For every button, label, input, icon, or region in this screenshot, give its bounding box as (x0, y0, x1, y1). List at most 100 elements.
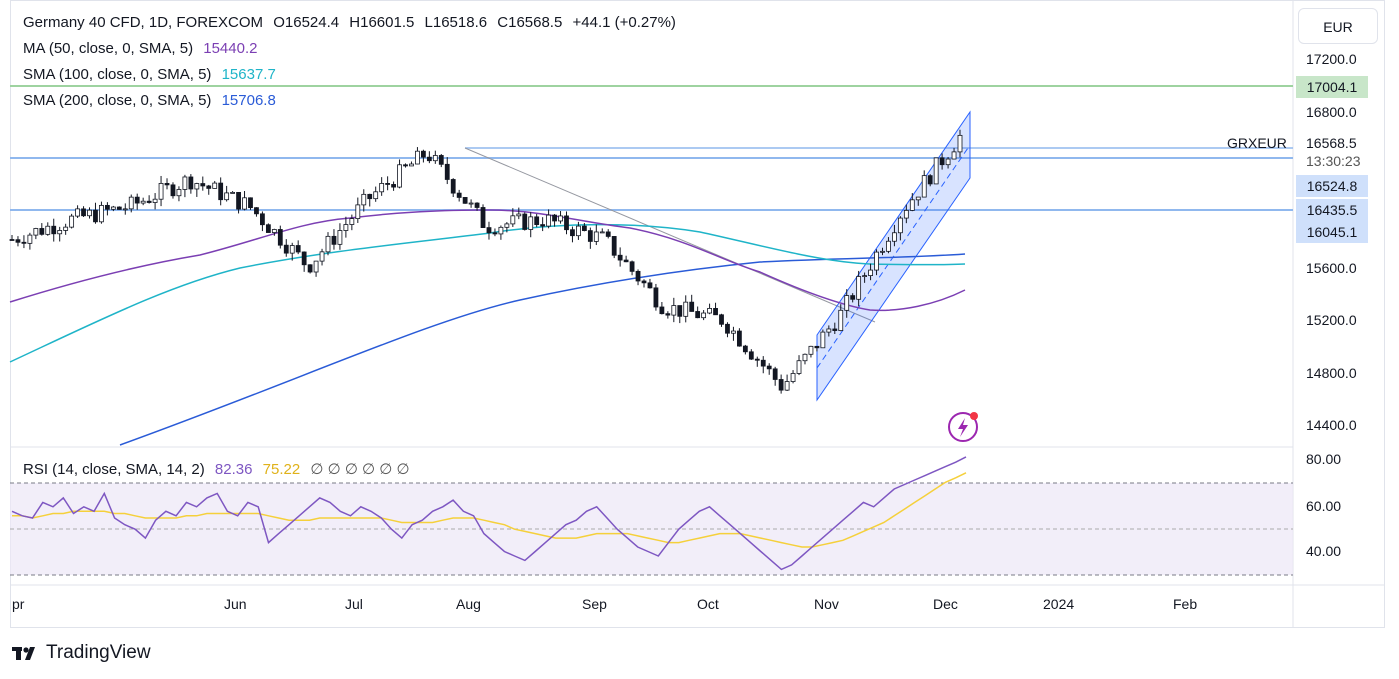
candle-body[interactable] (814, 345, 820, 349)
candle-body[interactable] (248, 197, 253, 209)
candle-body[interactable] (820, 331, 826, 349)
candle-body[interactable] (683, 301, 689, 317)
candle-body[interactable] (915, 196, 921, 201)
candle-body[interactable] (623, 259, 629, 263)
candle-body[interactable] (462, 197, 468, 204)
candle-body[interactable] (432, 155, 438, 162)
candle-body[interactable] (367, 193, 373, 200)
candle-body[interactable] (403, 164, 408, 167)
candle-body[interactable] (892, 232, 897, 242)
candle-body[interactable] (844, 295, 850, 311)
candle-body[interactable] (784, 381, 790, 391)
candle-body[interactable] (265, 224, 271, 233)
candle-body[interactable] (128, 196, 134, 210)
candle-body[interactable] (528, 216, 534, 230)
candle-body[interactable] (39, 228, 45, 235)
candle-body[interactable] (218, 182, 224, 201)
candle-body[interactable] (134, 196, 140, 204)
candle-body[interactable] (301, 251, 307, 266)
candle-body[interactable] (599, 231, 605, 234)
candle-body[interactable] (397, 164, 402, 188)
candle-body[interactable] (874, 251, 879, 271)
candle-body[interactable] (689, 301, 695, 312)
candle-body[interactable] (438, 155, 444, 165)
candle-body[interactable] (653, 287, 659, 308)
candle-body[interactable] (725, 323, 730, 334)
candle-body[interactable] (456, 192, 462, 198)
candle-body[interactable] (856, 276, 862, 300)
downtrend-line[interactable] (464, 147, 876, 323)
candle-body[interactable] (754, 358, 760, 361)
candle-body[interactable] (677, 305, 683, 317)
candle-body[interactable] (719, 314, 724, 325)
candle-body[interactable] (713, 308, 718, 316)
candle-body[interactable] (110, 206, 116, 210)
candle-body[interactable] (593, 231, 599, 242)
candle-body[interactable] (510, 215, 516, 225)
candle-body[interactable] (385, 183, 391, 185)
candle-body[interactable] (319, 251, 325, 262)
candle-body[interactable] (731, 330, 736, 334)
candle-body[interactable] (564, 215, 569, 231)
candle-body[interactable] (921, 175, 927, 198)
candle-body[interactable] (122, 208, 128, 211)
candle-body[interactable] (337, 230, 343, 245)
candle-body[interactable] (57, 230, 63, 235)
candle-body[interactable] (116, 206, 122, 210)
candle-body[interactable] (558, 215, 563, 222)
candle-body[interactable] (254, 207, 259, 215)
candle-body[interactable] (832, 328, 838, 331)
candle-body[interactable] (224, 192, 230, 201)
candle-body[interactable] (170, 184, 176, 197)
candle-body[interactable] (880, 250, 885, 253)
candle-body[interactable] (665, 313, 671, 316)
candle-body[interactable] (826, 328, 832, 333)
candle-body[interactable] (498, 226, 504, 235)
candle-body[interactable] (516, 213, 522, 217)
candle-body[interactable] (540, 224, 546, 227)
candle-body[interactable] (939, 157, 945, 166)
candle-body[interactable] (188, 176, 194, 190)
candle-body[interactable] (349, 218, 355, 225)
candle-body[interactable] (617, 254, 623, 261)
candle-body[interactable] (331, 235, 337, 245)
candle-body[interactable] (576, 225, 581, 237)
candle-body[interactable] (659, 306, 665, 315)
sma100-legend[interactable]: SMA (100, close, 0, SMA, 5) 15637.7 (23, 66, 282, 84)
candle-body[interactable] (444, 163, 450, 180)
candle-body[interactable] (93, 209, 98, 223)
candle-body[interactable] (868, 269, 873, 277)
candle-body[interactable] (373, 191, 379, 200)
lightning-icon[interactable] (948, 412, 978, 442)
candle-body[interactable] (957, 134, 963, 153)
candle-body[interactable] (468, 202, 474, 205)
candle-body[interactable] (570, 229, 575, 237)
tradingview-logo[interactable]: TradingView (12, 642, 151, 664)
candle-body[interactable] (206, 185, 212, 189)
candle-body[interactable] (736, 330, 742, 347)
candle-body[interactable] (641, 280, 647, 284)
candle-body[interactable] (325, 235, 331, 253)
candle-body[interactable] (796, 360, 802, 374)
candle-body[interactable] (426, 156, 432, 162)
candle-body[interactable] (838, 309, 844, 331)
candle-body[interactable] (63, 226, 69, 231)
candle-body[interactable] (236, 192, 241, 210)
rsi-legend[interactable]: RSI (14, close, SMA, 14, 2) 82.36 75.22 … (23, 461, 416, 479)
candle-body[interactable] (504, 223, 510, 228)
candle-body[interactable] (343, 224, 349, 231)
candle-body[interactable] (420, 150, 426, 158)
candle-body[interactable] (933, 157, 939, 185)
candle-body[interactable] (802, 353, 808, 362)
candle-body[interactable] (164, 183, 170, 186)
candle-body[interactable] (701, 312, 707, 319)
candle-body[interactable] (778, 379, 784, 391)
candle-body[interactable] (909, 199, 915, 211)
candle-body[interactable] (69, 215, 75, 228)
candle-body[interactable] (534, 216, 540, 225)
candle-body[interactable] (33, 228, 39, 236)
candle-body[interactable] (522, 213, 528, 230)
candle-body[interactable] (51, 225, 57, 235)
candle-body[interactable] (200, 183, 206, 187)
candle-body[interactable] (87, 209, 92, 217)
